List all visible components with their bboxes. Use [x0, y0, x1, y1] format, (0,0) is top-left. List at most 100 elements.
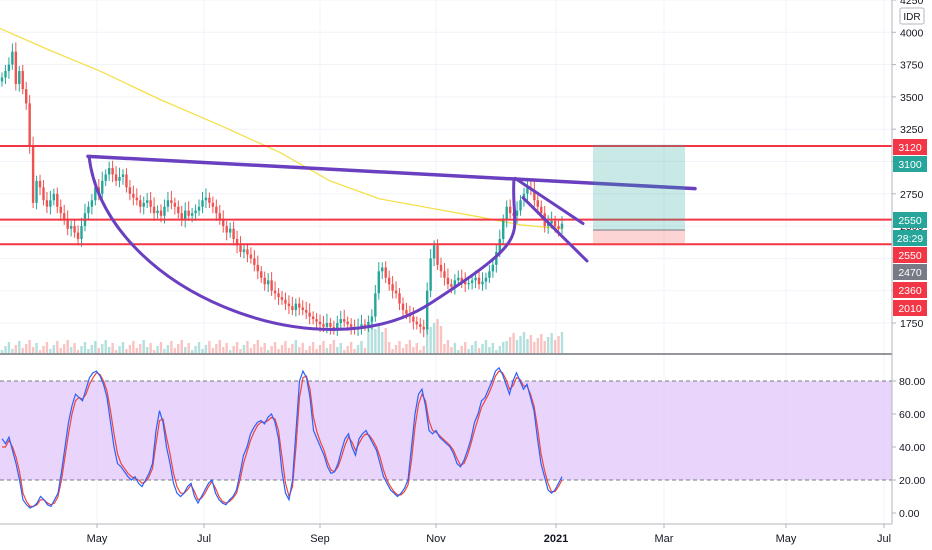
candle — [114, 166, 118, 187]
handle-upper-line[interactable] — [513, 176, 585, 226]
candle — [481, 272, 484, 291]
stochastic-tick-label: 80.00 — [899, 376, 925, 388]
volume-bar — [356, 345, 360, 353]
candle — [187, 201, 190, 221]
volume-bar — [484, 340, 488, 353]
candle — [107, 161, 111, 181]
currency-badge[interactable]: IDR — [899, 7, 925, 25]
neckline-trendline[interactable] — [86, 154, 697, 191]
candlestick-series — [0, 42, 564, 338]
candle — [101, 171, 104, 202]
candle — [391, 275, 394, 299]
volume-bar — [505, 341, 508, 353]
volume-bar — [24, 344, 28, 353]
volume-bar — [149, 343, 152, 353]
volume-bar — [291, 344, 294, 353]
candle — [121, 169, 125, 185]
volume-bar — [87, 349, 90, 353]
volume-bar — [187, 343, 190, 353]
price-tag: 2550 — [893, 247, 927, 263]
candle — [38, 174, 42, 196]
candle — [31, 136, 35, 209]
volume-bar — [304, 350, 308, 353]
candle — [526, 180, 529, 202]
volume-bar — [76, 350, 80, 353]
candle — [484, 272, 488, 290]
volume-bar — [526, 339, 529, 353]
volume-bar — [391, 349, 394, 353]
candle — [76, 225, 80, 246]
volume-bar — [457, 350, 460, 353]
price-tag: 2470 — [893, 264, 927, 280]
volume-bar — [315, 349, 318, 353]
candle — [66, 210, 69, 236]
volume-bar — [443, 344, 446, 353]
candle — [173, 197, 177, 215]
volume-bar — [515, 340, 519, 353]
candle — [111, 160, 114, 183]
candle — [235, 230, 239, 254]
volume-bar — [273, 342, 277, 353]
stochastic-axis[interactable]: 80.00 60.00 40.00 20.00 0.00 — [892, 376, 925, 520]
candle — [239, 236, 242, 258]
candle — [166, 191, 170, 212]
volume-bar — [215, 344, 218, 353]
volume-bar — [401, 348, 405, 353]
target-zone[interactable] — [593, 144, 685, 230]
volume-bar — [287, 348, 291, 353]
stochastic-d-line — [2, 370, 563, 507]
volume-bar — [298, 347, 301, 353]
volume-bar — [498, 346, 501, 353]
candle — [87, 201, 90, 220]
volume-bar — [419, 350, 422, 353]
svg-text:3120: 3120 — [898, 142, 922, 154]
long-position-tool[interactable] — [593, 144, 685, 246]
volume-bar — [18, 341, 21, 353]
candle — [339, 310, 342, 331]
volume-bar — [114, 350, 118, 353]
candle — [422, 319, 425, 338]
candle — [377, 262, 380, 300]
volume-bar — [519, 336, 522, 353]
candle — [505, 200, 508, 228]
candle — [52, 188, 56, 206]
candle — [225, 220, 228, 241]
volume-bar — [90, 345, 94, 353]
time-axis[interactable]: May Jul Sep Nov 2021 Mar May Jul — [87, 524, 891, 545]
volume-bar — [139, 344, 142, 353]
candle — [222, 210, 225, 233]
volume-bar — [374, 329, 377, 353]
candle — [291, 296, 294, 316]
candle — [135, 188, 139, 206]
volume-bar — [453, 343, 457, 353]
candle — [228, 222, 232, 238]
horizontal-levels[interactable] — [0, 144, 892, 246]
price-tag: 2360 — [893, 282, 927, 298]
cup-curve[interactable] — [87, 156, 517, 331]
pattern-drawings[interactable] — [86, 154, 697, 331]
volume-bar — [246, 341, 249, 353]
candle — [184, 202, 187, 228]
stochastic-tick-label: 0.00 — [899, 508, 920, 520]
volume-bar — [491, 343, 495, 353]
candle — [280, 290, 284, 305]
volume-bar — [495, 350, 498, 353]
stop-zone[interactable] — [593, 229, 685, 246]
candle — [287, 295, 291, 314]
volume-bar — [467, 349, 470, 353]
candle — [425, 282, 429, 335]
candle — [211, 196, 215, 214]
svg-text:2010: 2010 — [898, 303, 922, 315]
handle-lower-line[interactable] — [521, 196, 589, 263]
candle — [149, 191, 152, 214]
volume-bar — [63, 344, 66, 353]
candle — [429, 249, 432, 298]
stochastic-k-line — [1, 366, 563, 509]
candle — [194, 204, 197, 221]
price-tick-label: 4000 — [900, 27, 924, 39]
svg-text:2360: 2360 — [898, 285, 922, 297]
volume-bar — [412, 347, 415, 353]
volume-bar — [522, 332, 526, 353]
volume-bar — [97, 348, 100, 353]
